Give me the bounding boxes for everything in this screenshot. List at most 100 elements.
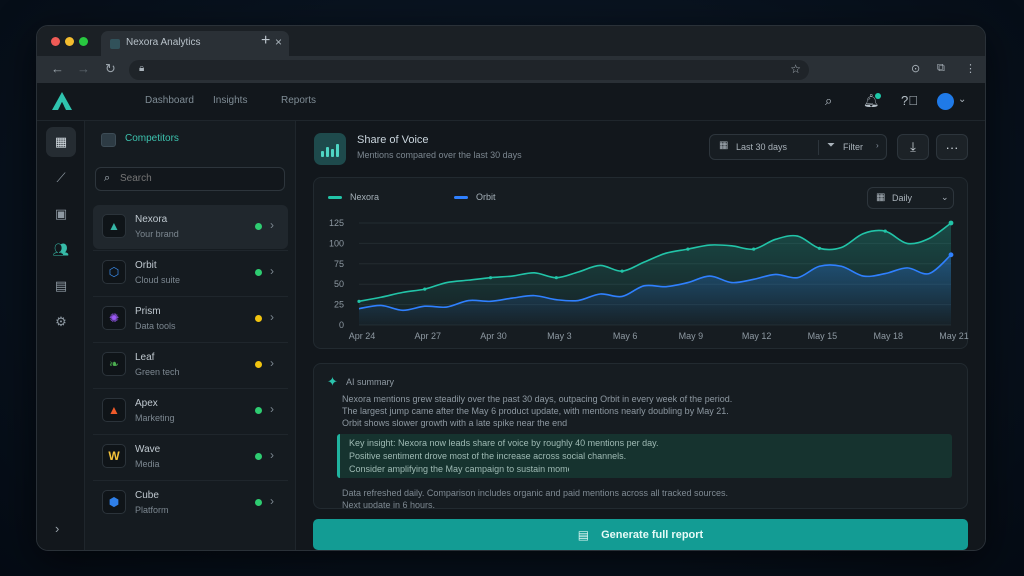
- main-panel: Share of Voice Mentions compared over th…: [297, 121, 985, 550]
- chevron-right-icon[interactable]: ›: [270, 448, 274, 462]
- avatar[interactable]: [937, 93, 954, 110]
- list-item[interactable]: ❧ Leaf Green tech ›: [93, 343, 288, 387]
- download-button[interactable]: ⤓: [897, 134, 929, 160]
- search-box[interactable]: ⌕: [95, 167, 285, 191]
- chevron-right-icon[interactable]: ›: [270, 310, 274, 324]
- company-subtitle: Platform: [135, 505, 169, 515]
- company-name: Prism: [135, 306, 161, 317]
- summary-card: ✦ AI summary Nexora mentions grew steadi…: [313, 363, 968, 509]
- generate-report-label: Generate full report: [601, 528, 704, 541]
- series-line-nexora: [358, 222, 952, 303]
- company-subtitle: Green tech: [135, 367, 180, 377]
- address-bar[interactable]: 🔒︎ ☆: [129, 60, 809, 80]
- list-item[interactable]: ⬡ Orbit Cloud suite ›: [93, 251, 288, 295]
- back-icon[interactable]: ←: [51, 61, 64, 76]
- date-range-label[interactable]: Last 30 days: [736, 142, 788, 152]
- sidebar-item-documents[interactable]: ▤: [46, 271, 76, 301]
- grid-icon: ▦: [54, 134, 68, 149]
- status-dot: [255, 361, 262, 368]
- chevron-right-icon[interactable]: ›: [270, 494, 274, 508]
- y-tick-label: 25: [334, 300, 344, 310]
- filter-icon[interactable]: ⏷: [827, 140, 835, 151]
- close-window-button[interactable]: [51, 37, 60, 46]
- maximize-window-button[interactable]: [79, 37, 88, 46]
- list-item[interactable]: W Wave Media ›: [93, 435, 288, 479]
- status-dot: [255, 407, 262, 414]
- calendar-icon: ▦: [876, 192, 886, 203]
- browser-tab[interactable]: Nexora Analytics ×: [101, 31, 289, 56]
- search-icon[interactable]: ⌕: [825, 93, 833, 108]
- insight-line: Positive sentiment drove most of the inc…: [349, 451, 627, 461]
- company-logo-icon: ▲: [102, 214, 126, 238]
- competitor-list: Competitors ⌕ ▲ Nexora Your brand › ⬡ Orbit Cl…: [85, 121, 296, 550]
- app-header: Dashboard Insights Reports ⌕ 🔔︎ ?⃝ ⌄: [37, 83, 985, 121]
- sidebar-item-settings[interactable]: ⚙︎: [46, 307, 76, 337]
- company-subtitle: Data tools: [135, 321, 176, 331]
- data-point: [883, 229, 887, 233]
- search-input[interactable]: [120, 173, 270, 184]
- extension-icon[interactable]: ⊙: [911, 63, 921, 75]
- reload-icon[interactable]: ↻: [105, 61, 116, 76]
- expand-sidebar-icon[interactable]: ›: [55, 521, 60, 536]
- chevron-right-icon[interactable]: ›: [270, 356, 274, 370]
- calendar-icon: ▦: [719, 140, 729, 151]
- summary-line: The largest jump came after the May 6 pr…: [342, 406, 729, 416]
- row-divider: [93, 296, 288, 297]
- range-dropdown[interactable]: ▦ Daily ⌄: [867, 187, 954, 209]
- x-tick-label: Apr 24: [349, 331, 376, 341]
- tab-title: Nexora Analytics: [126, 37, 201, 48]
- sidebar-item-projects[interactable]: ▣: [46, 199, 76, 229]
- kebab-menu-icon[interactable]: ⋮: [965, 63, 976, 75]
- legend-swatch: [454, 195, 468, 199]
- list-item[interactable]: ▲ Apex Marketing ›: [93, 389, 288, 433]
- chevron-down-icon[interactable]: ⌄: [958, 94, 967, 105]
- date-filter[interactable]: ▦ Last 30 days ⏷ Filter ›: [709, 134, 887, 160]
- sidebar-item-competitors[interactable]: 👥︎: [46, 235, 76, 265]
- x-tick-label: Apr 27: [415, 331, 442, 341]
- list-item[interactable]: ✺ Prism Data tools ›: [93, 297, 288, 341]
- generate-report-button[interactable]: ▤ Generate full report: [313, 519, 968, 550]
- notification-dot: [875, 93, 881, 99]
- range-label[interactable]: Daily: [892, 193, 913, 203]
- row-divider: [93, 480, 288, 481]
- summary-line: Orbit shows slower growth with a late sp…: [342, 418, 568, 428]
- company-name: Leaf: [135, 352, 155, 363]
- chevron-right-icon[interactable]: ›: [270, 402, 274, 416]
- more-button[interactable]: ···: [936, 134, 968, 160]
- y-tick-label: 75: [334, 259, 344, 269]
- y-tick-label: 125: [329, 218, 344, 228]
- search-icon: ⌕: [104, 172, 111, 184]
- list-item[interactable]: ⬢ Cube Platform ›: [93, 481, 288, 525]
- series-line-orbit: [358, 254, 952, 312]
- list-item[interactable]: ▲ Nexora Your brand ›: [93, 205, 288, 249]
- topnav-reports[interactable]: Reports: [281, 95, 317, 106]
- browser-window: Nexora Analytics × + ← → ↻ 🔒︎ ☆ ⊙ ⧉ ⋮ Da…: [36, 25, 986, 551]
- chevron-icon[interactable]: ›: [876, 141, 879, 150]
- topnav-insights[interactable]: Insights: [213, 95, 248, 106]
- insight-line: Key insight: Nexora now leads share of v…: [349, 438, 659, 448]
- help-icon[interactable]: ?⃝: [901, 93, 918, 108]
- summary-footnote: Data refreshed daily. Comparison include…: [342, 488, 729, 498]
- tab-bar: Nexora Analytics × +: [37, 26, 985, 56]
- minimize-window-button[interactable]: [65, 37, 74, 46]
- topnav-dashboard[interactable]: Dashboard: [145, 95, 194, 106]
- chevron-right-icon[interactable]: ›: [270, 218, 274, 232]
- chevron-right-icon[interactable]: ›: [270, 264, 274, 278]
- app-logo-icon[interactable]: [51, 91, 73, 111]
- page-title: Share of Voice: [357, 134, 429, 146]
- x-tick-label: May 21: [939, 331, 969, 341]
- sidebar-item-trends[interactable]: ⟋: [46, 163, 76, 193]
- data-point: [948, 220, 954, 226]
- filter-label[interactable]: Filter: [843, 142, 863, 152]
- company-logo-icon: ✺: [102, 306, 126, 330]
- summary-footnote: Next update in 6 hours.: [342, 500, 436, 509]
- new-tab-button[interactable]: +: [261, 32, 271, 49]
- company-subtitle: Marketing: [135, 413, 175, 423]
- more-icon: ···: [945, 139, 959, 155]
- bookmark-star-icon[interactable]: ☆: [790, 62, 801, 76]
- close-tab-icon[interactable]: ×: [274, 35, 282, 49]
- sidebar-item-dashboard[interactable]: ▦: [46, 127, 76, 157]
- forward-icon[interactable]: →: [77, 61, 90, 76]
- puzzle-icon[interactable]: ⧉: [937, 62, 945, 74]
- download-icon: ⤓: [910, 139, 916, 154]
